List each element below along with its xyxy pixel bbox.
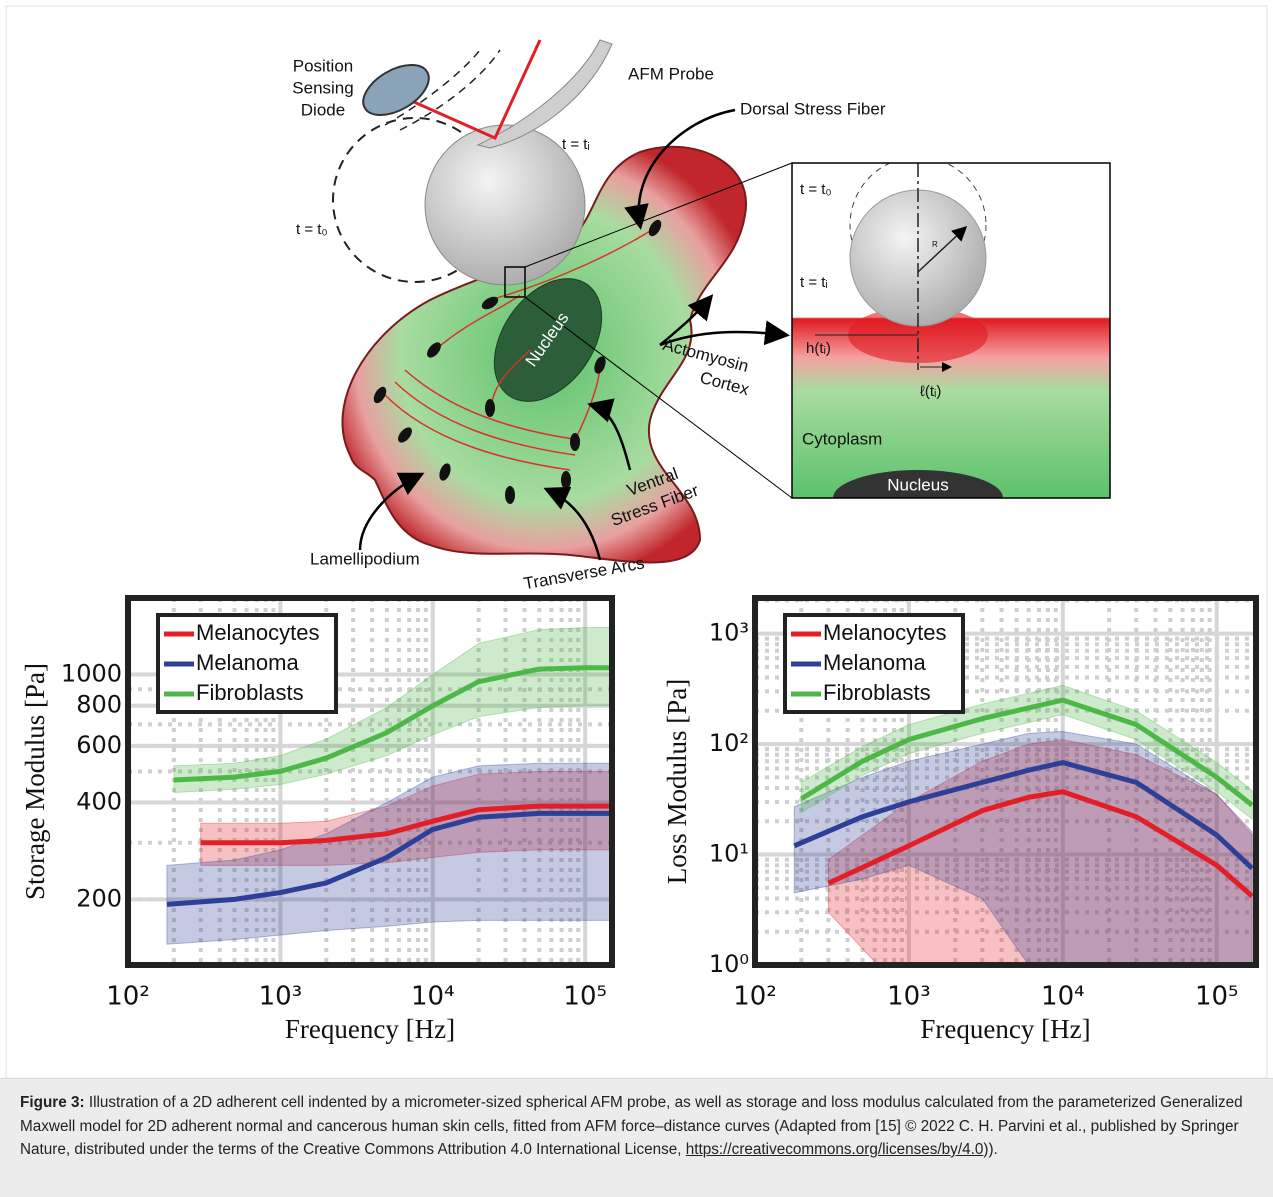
label: ℓ(tᵢ) (920, 383, 941, 400)
label: Sensing (292, 78, 353, 97)
photodiode (362, 64, 430, 116)
x-tick-label: 10⁴ (1041, 982, 1085, 1012)
label: Position (293, 56, 353, 75)
legend-label: Melanoma (823, 650, 926, 675)
legend-label: Fibroblasts (823, 680, 931, 705)
x-tick-label: 10² (733, 982, 777, 1012)
label: R (932, 240, 938, 249)
x-axis-label: Frequency [Hz] (285, 1014, 455, 1044)
legend-label: Melanocytes (823, 620, 947, 645)
legend-label: Melanocytes (196, 620, 320, 645)
label: Lamellipodium (310, 549, 420, 568)
band (173, 627, 612, 793)
cantilever-dashed (384, 49, 501, 131)
zoom-box (504, 266, 526, 298)
probe-sphere (424, 124, 586, 286)
x-tick-label: 10⁵ (1195, 982, 1239, 1012)
band (793, 730, 1253, 965)
x-axis-label: Frequency [Hz] (920, 1014, 1090, 1044)
y-tick-label: 800 (76, 691, 122, 719)
y-tick-label: 200 (76, 884, 122, 912)
plot-area (128, 598, 612, 965)
x-tick-label: 10⁴ (411, 982, 455, 1012)
label: t = t₀ (800, 181, 832, 198)
chart: 10² 10³ 10⁴ 10⁵ 200 400 600 800 1000 Melanocytes M… (20, 595, 615, 1044)
label: Cytoplasm (802, 429, 882, 448)
line (166, 810, 612, 907)
plot-frame (125, 595, 615, 968)
plot-frame (752, 595, 1259, 968)
line (827, 789, 1254, 899)
caption-text: )). (983, 1141, 998, 1158)
label: Dorsal Stress Fiber (740, 99, 886, 118)
caption: Figure 3: Illustration of a 2D adherent … (0, 1078, 1273, 1197)
label: AFM Probe (628, 64, 714, 83)
x-tick-label: 10⁵ (563, 982, 607, 1012)
label: t = tᵢ (562, 136, 590, 153)
y-tick-label: 10² (709, 729, 749, 757)
focal-adhesions (373, 219, 662, 504)
legend-label: Melanoma (196, 650, 299, 675)
x-tick-label: 10³ (887, 982, 931, 1012)
caption-label: Figure 3: (20, 1094, 85, 1111)
line (800, 697, 1254, 808)
y-tick-label: 1000 (61, 660, 122, 688)
laser (404, 39, 542, 140)
caption-text: Illustration of a 2D adherent cell inden… (20, 1094, 1243, 1158)
figure-frame (5, 5, 1268, 1078)
label: t = tᵢ (800, 274, 828, 291)
inset-frame (791, 162, 1111, 499)
label: Transverse Arcs (522, 553, 646, 593)
x-tick-label: 10² (106, 982, 150, 1012)
chart: 10² 10³ 10⁴ 10⁵ 10⁰ 10¹ 10² 10³ Melanocytes Melan… (662, 595, 1259, 1044)
arrows (358, 108, 790, 561)
label: Diode (301, 100, 345, 119)
line (173, 665, 612, 783)
nucleus-shape (493, 278, 603, 402)
zoom-line (524, 296, 793, 499)
label: t = t₀ (296, 221, 328, 238)
legend-label: Fibroblasts (196, 680, 304, 705)
cantilever (476, 39, 613, 149)
y-axis-label: Storage Modulus [Pa] (20, 663, 50, 900)
y-tick-label: 400 (76, 788, 122, 816)
zoom-line (524, 162, 793, 268)
line (793, 760, 1254, 871)
x-tick-label: 10³ (259, 982, 303, 1012)
y-axis-label: Loss Modulus [Pa] (662, 679, 692, 885)
y-tick-label: 10³ (709, 619, 749, 647)
y-tick-label: 600 (76, 731, 122, 759)
figure: Position Sensing Diode AFM Probe Dorsal … (5, 5, 1268, 1078)
y-tick-label: 10⁰ (709, 950, 749, 978)
label: h(tᵢ) (806, 340, 831, 357)
y-tick-label: 10¹ (709, 840, 749, 868)
caption-link[interactable]: https://creativecommons.org/licenses/by/… (685, 1141, 984, 1158)
label: Nucleus (887, 475, 948, 494)
line (200, 803, 612, 846)
inset (792, 163, 1110, 498)
